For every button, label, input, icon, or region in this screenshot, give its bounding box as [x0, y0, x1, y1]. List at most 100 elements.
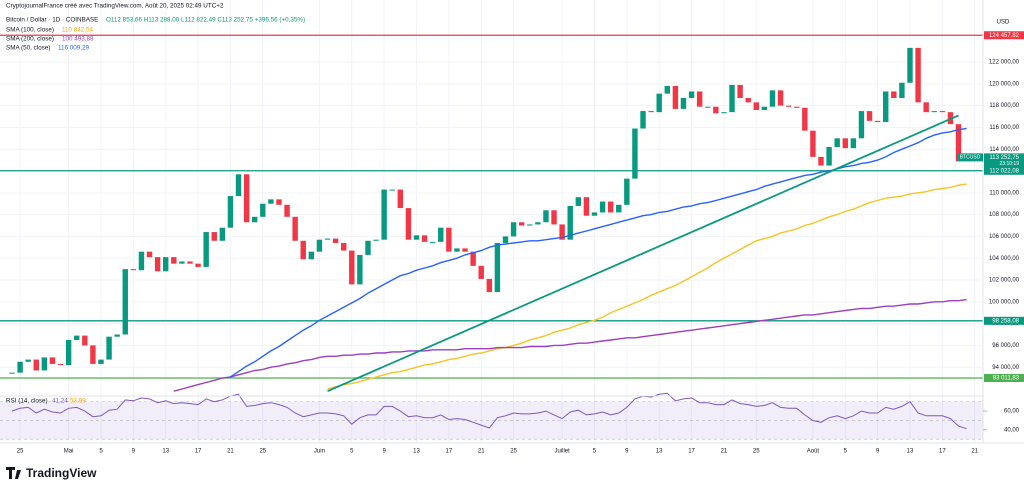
symbol-title: Bitcoin / Dollar · 1D · COINBASE	[6, 17, 98, 24]
legend-sma200-value: 100 493,88	[62, 36, 94, 43]
x-tick-label: Mai	[64, 449, 74, 455]
x-tick-label: 17	[195, 449, 202, 455]
candle	[211, 232, 217, 241]
trendline	[327, 114, 959, 393]
candle	[794, 106, 800, 108]
candle	[106, 336, 112, 360]
last-price-symbol: BTCUSD	[960, 155, 981, 161]
candle	[397, 189, 404, 209]
candle	[874, 120, 881, 122]
candle	[227, 196, 234, 228]
candle	[543, 210, 549, 223]
rsi-tick-label: 60,00	[1004, 409, 1020, 415]
candle	[883, 91, 889, 122]
candle	[753, 102, 759, 110]
candle	[122, 269, 128, 335]
candle	[74, 335, 80, 340]
candle	[486, 278, 493, 293]
candle	[316, 239, 323, 252]
candle	[599, 201, 606, 213]
candle	[203, 232, 209, 267]
candle	[915, 47, 921, 103]
x-tick-label: 13	[413, 449, 420, 455]
logo-text: TradingView	[26, 466, 97, 480]
candle	[591, 212, 598, 216]
x-tick-label: 9	[876, 449, 880, 455]
candle	[688, 91, 695, 98]
candle	[672, 86, 679, 109]
candle	[33, 359, 39, 371]
candle	[349, 250, 355, 285]
y-tick-label: 96 000,00	[992, 343, 1019, 349]
y-tick-label: 106 000,00	[989, 234, 1020, 240]
candle	[818, 156, 824, 166]
candle	[785, 105, 792, 107]
candle	[842, 138, 848, 149]
candle	[389, 189, 395, 191]
rsi-legend: RSI (14, close)	[6, 398, 48, 405]
x-tick-label: 5	[593, 449, 597, 455]
candle	[49, 357, 56, 364]
x-tick-label: 5	[99, 449, 103, 455]
y-tick-label: 110 000,00	[989, 190, 1019, 196]
candle	[810, 130, 816, 157]
candle	[219, 227, 226, 241]
candle	[154, 257, 161, 272]
level-tag	[984, 316, 1024, 325]
candle	[575, 197, 581, 206]
candle	[769, 90, 776, 107]
candle	[713, 106, 719, 114]
candle	[179, 261, 185, 264]
candle	[260, 203, 266, 217]
candle	[802, 107, 808, 131]
level-tag	[984, 166, 1024, 175]
candle	[17, 361, 23, 373]
countdown: 23:10:19	[1000, 161, 1020, 167]
candle	[163, 257, 169, 272]
x-tick-label: 25	[753, 449, 760, 455]
candle	[729, 84, 735, 113]
candle	[413, 235, 420, 240]
candle	[518, 222, 525, 226]
y-tick-label: 94 000,00	[992, 365, 1019, 371]
level-tag	[984, 373, 1024, 382]
rsi-ma-value: 53,99	[70, 398, 86, 405]
candle	[340, 242, 347, 251]
x-tick-label: 9	[382, 449, 386, 455]
x-tick-label: 17	[446, 449, 453, 455]
last-price-label: 113 252,75	[989, 155, 1019, 161]
candle	[114, 334, 120, 337]
candle	[82, 335, 88, 346]
candle	[858, 111, 865, 139]
candle	[866, 111, 873, 121]
candle	[462, 248, 468, 252]
x-tick-label: Juillet	[554, 449, 570, 455]
rsi-value: 41,24	[52, 398, 68, 405]
candle	[494, 242, 501, 293]
candle	[429, 241, 436, 243]
candle	[632, 128, 638, 179]
x-tick-label: 21	[971, 449, 978, 455]
grid	[0, 0, 983, 443]
candle	[761, 106, 768, 110]
legend-sma50: SMA (50, close)	[6, 45, 50, 52]
logo-icon	[6, 467, 21, 479]
credit: CryptojournalFrance créé avec TradingVie…	[6, 3, 224, 10]
candle	[850, 138, 857, 149]
candle	[624, 178, 630, 205]
logo: TradingView	[6, 466, 97, 480]
legend-sma50-value: 116 009,29	[58, 45, 90, 52]
x-tick-label: 9	[132, 449, 136, 455]
candle	[252, 216, 258, 223]
y-tick-label: 104 000,00	[989, 256, 1020, 262]
x-tick-label: 13	[162, 449, 169, 455]
candle	[607, 201, 614, 213]
candle	[664, 86, 670, 94]
candle	[931, 111, 937, 113]
candle	[41, 357, 48, 371]
x-tick-label: 13	[656, 449, 663, 455]
candle	[745, 97, 751, 103]
candle	[235, 174, 242, 197]
x-tick-label: 9	[625, 449, 629, 455]
